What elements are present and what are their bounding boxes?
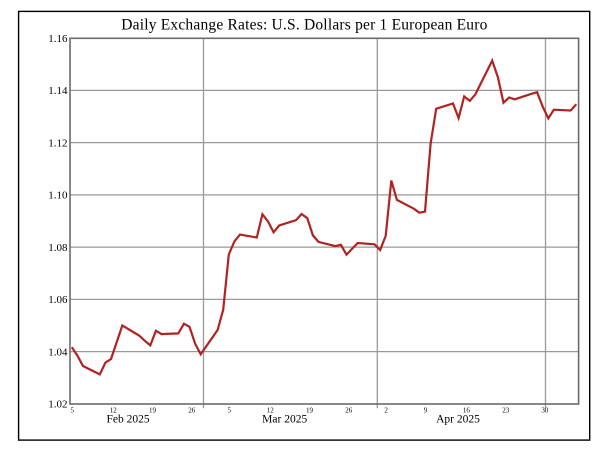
svg-text:16: 16 — [463, 407, 471, 415]
svg-text:19: 19 — [149, 407, 157, 415]
svg-text:23: 23 — [502, 407, 510, 415]
svg-text:Apr 2025: Apr 2025 — [436, 414, 480, 426]
svg-text:1.06: 1.06 — [48, 294, 68, 306]
svg-text:19: 19 — [306, 407, 314, 415]
svg-text:1.04: 1.04 — [48, 346, 68, 358]
svg-text:26: 26 — [188, 407, 196, 415]
svg-text:Feb 2025: Feb 2025 — [106, 414, 149, 426]
svg-text:12: 12 — [110, 407, 118, 415]
svg-text:2: 2 — [384, 407, 388, 415]
svg-text:Mar 2025: Mar 2025 — [262, 414, 307, 426]
svg-text:5: 5 — [228, 407, 232, 415]
svg-text:1.12: 1.12 — [48, 137, 67, 149]
svg-text:9: 9 — [424, 407, 428, 415]
svg-text:Daily Exchange Rates: U.S. Dol: Daily Exchange Rates: U.S. Dollars per 1… — [121, 17, 487, 34]
svg-text:26: 26 — [345, 407, 353, 415]
svg-text:1.14: 1.14 — [48, 85, 68, 97]
svg-text:1.10: 1.10 — [48, 190, 68, 202]
svg-text:12: 12 — [267, 407, 275, 415]
svg-text:1.16: 1.16 — [48, 33, 68, 45]
svg-text:30: 30 — [541, 407, 549, 415]
svg-text:1.08: 1.08 — [48, 242, 68, 254]
svg-text:5: 5 — [71, 407, 75, 415]
svg-text:1.02: 1.02 — [48, 399, 67, 411]
